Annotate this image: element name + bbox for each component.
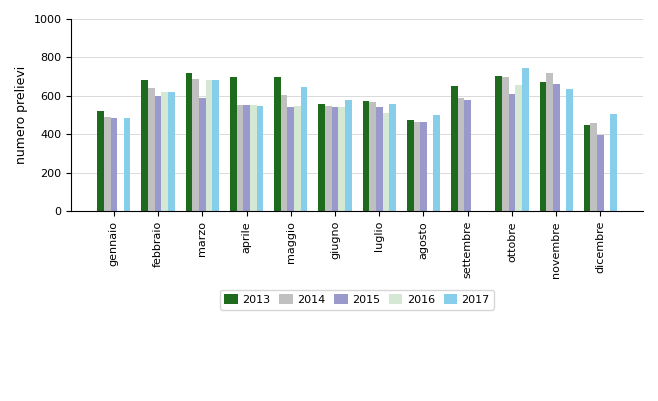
Bar <box>161 92 168 211</box>
Bar <box>301 87 307 211</box>
Bar <box>274 77 281 211</box>
Bar <box>465 100 471 211</box>
Bar <box>257 105 263 211</box>
Legend: 2013, 2014, 2015, 2016, 2017: 2013, 2014, 2015, 2016, 2017 <box>220 290 494 310</box>
Bar <box>495 76 502 211</box>
Bar <box>338 107 345 211</box>
Bar <box>584 126 590 211</box>
Bar <box>168 93 174 211</box>
Bar <box>611 114 617 211</box>
Bar <box>590 124 597 211</box>
Bar <box>186 73 192 211</box>
Bar <box>294 105 301 211</box>
Bar <box>230 77 237 211</box>
Bar <box>458 98 465 211</box>
Bar <box>141 79 148 211</box>
Bar <box>250 105 257 211</box>
Bar <box>515 85 522 211</box>
Bar <box>363 101 369 211</box>
Bar <box>155 96 161 211</box>
Bar <box>566 89 572 211</box>
Bar <box>213 79 219 211</box>
Bar <box>281 95 288 211</box>
Bar <box>390 103 396 211</box>
Bar <box>192 79 199 211</box>
Bar <box>382 113 390 211</box>
Bar <box>325 105 332 211</box>
Bar <box>413 122 420 211</box>
Bar <box>540 81 546 211</box>
Bar <box>369 102 376 211</box>
Bar <box>376 107 382 211</box>
Bar <box>597 136 604 211</box>
Bar <box>237 105 243 211</box>
Bar <box>332 107 338 211</box>
Bar <box>318 103 325 211</box>
Bar <box>546 73 553 211</box>
Bar <box>407 120 413 211</box>
Bar <box>97 111 104 211</box>
Bar <box>522 68 528 211</box>
Bar <box>199 98 206 211</box>
Bar <box>124 118 130 211</box>
Bar <box>104 117 111 211</box>
Y-axis label: numero prelievi: numero prelievi <box>15 66 28 164</box>
Bar <box>345 100 351 211</box>
Bar <box>206 79 213 211</box>
Bar <box>111 118 117 211</box>
Bar <box>509 94 515 211</box>
Bar <box>288 107 294 211</box>
Bar <box>434 115 440 211</box>
Bar <box>243 105 250 211</box>
Bar <box>420 122 427 211</box>
Bar <box>553 84 559 211</box>
Bar <box>148 88 155 211</box>
Bar <box>451 86 458 211</box>
Bar <box>502 77 509 211</box>
